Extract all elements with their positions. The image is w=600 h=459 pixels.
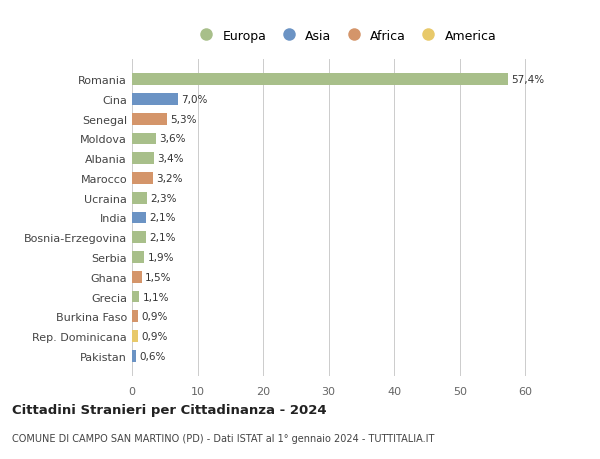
Bar bbox=[132, 212, 146, 224]
Text: 3,2%: 3,2% bbox=[156, 174, 183, 184]
Text: 1,1%: 1,1% bbox=[142, 292, 169, 302]
Text: 3,4%: 3,4% bbox=[158, 154, 184, 164]
Text: 5,3%: 5,3% bbox=[170, 114, 197, 124]
Text: 2,3%: 2,3% bbox=[151, 193, 177, 203]
Bar bbox=[132, 173, 153, 185]
Text: 1,9%: 1,9% bbox=[148, 252, 174, 263]
Bar bbox=[132, 153, 154, 165]
Bar bbox=[132, 252, 145, 263]
Bar bbox=[132, 133, 155, 145]
Text: 3,6%: 3,6% bbox=[159, 134, 185, 144]
Text: 57,4%: 57,4% bbox=[511, 75, 545, 85]
Text: 2,1%: 2,1% bbox=[149, 233, 176, 243]
Legend: Europa, Asia, Africa, America: Europa, Asia, Africa, America bbox=[188, 25, 502, 48]
Bar bbox=[132, 311, 138, 323]
Text: Cittadini Stranieri per Cittadinanza - 2024: Cittadini Stranieri per Cittadinanza - 2… bbox=[12, 403, 326, 416]
Bar bbox=[132, 350, 136, 362]
Text: 1,5%: 1,5% bbox=[145, 272, 172, 282]
Bar bbox=[132, 192, 147, 204]
Bar bbox=[132, 74, 508, 86]
Text: 0,9%: 0,9% bbox=[141, 331, 167, 341]
Bar bbox=[132, 271, 142, 283]
Bar bbox=[132, 94, 178, 106]
Text: 0,6%: 0,6% bbox=[139, 351, 166, 361]
Text: 7,0%: 7,0% bbox=[181, 95, 208, 105]
Text: 2,1%: 2,1% bbox=[149, 213, 176, 223]
Bar bbox=[132, 291, 139, 303]
Text: 0,9%: 0,9% bbox=[141, 312, 167, 322]
Bar bbox=[132, 232, 146, 244]
Bar bbox=[132, 113, 167, 125]
Text: COMUNE DI CAMPO SAN MARTINO (PD) - Dati ISTAT al 1° gennaio 2024 - TUTTITALIA.IT: COMUNE DI CAMPO SAN MARTINO (PD) - Dati … bbox=[12, 433, 434, 442]
Bar bbox=[132, 330, 138, 342]
